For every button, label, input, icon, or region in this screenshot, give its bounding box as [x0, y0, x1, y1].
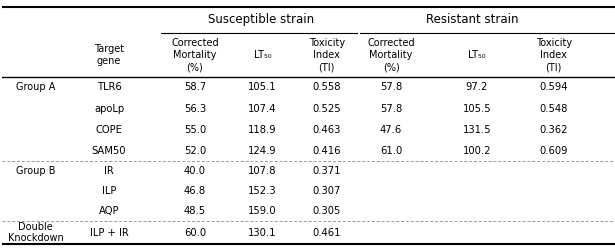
Text: COPE: COPE [95, 124, 122, 135]
Text: LT₅₀: LT₅₀ [253, 50, 271, 60]
Text: AQP: AQP [99, 206, 119, 216]
Text: 47.6: 47.6 [380, 124, 402, 135]
Text: 48.5: 48.5 [184, 206, 206, 216]
Text: 57.8: 57.8 [380, 82, 402, 93]
Text: 55.0: 55.0 [184, 124, 206, 135]
Text: 124.9: 124.9 [248, 146, 277, 156]
Text: Target
gene: Target gene [94, 44, 124, 66]
Text: Corrected
Mortality
(%): Corrected Mortality (%) [367, 38, 415, 73]
Text: 0.416: 0.416 [312, 146, 341, 156]
Text: 56.3: 56.3 [184, 103, 206, 114]
Text: ILP: ILP [102, 186, 116, 196]
Text: 131.5: 131.5 [462, 124, 491, 135]
Text: 0.548: 0.548 [539, 103, 568, 114]
Text: 52.0: 52.0 [184, 146, 206, 156]
Text: 61.0: 61.0 [380, 146, 402, 156]
Text: 105.5: 105.5 [462, 103, 491, 114]
Text: 40.0: 40.0 [184, 166, 206, 176]
Text: 0.463: 0.463 [312, 124, 341, 135]
Text: 107.4: 107.4 [248, 103, 277, 114]
Text: 58.7: 58.7 [184, 82, 206, 93]
Text: IR: IR [104, 166, 114, 176]
Text: 0.305: 0.305 [312, 206, 341, 216]
Text: 0.371: 0.371 [312, 166, 341, 176]
Text: Corrected
Mortality
(%): Corrected Mortality (%) [171, 38, 219, 73]
Text: 118.9: 118.9 [248, 124, 277, 135]
Text: ILP + IR: ILP + IR [90, 227, 129, 238]
Text: SAM50: SAM50 [92, 146, 126, 156]
Text: LT₅₀: LT₅₀ [468, 50, 486, 60]
Text: 130.1: 130.1 [248, 227, 277, 238]
Text: Susceptible strain: Susceptible strain [208, 13, 314, 26]
Text: 152.3: 152.3 [248, 186, 277, 196]
Text: 0.307: 0.307 [312, 186, 341, 196]
Text: 100.2: 100.2 [462, 146, 491, 156]
Text: Resistant strain: Resistant strain [426, 13, 518, 26]
Text: Group A: Group A [16, 82, 55, 93]
Text: 0.525: 0.525 [312, 103, 341, 114]
Text: 159.0: 159.0 [248, 206, 277, 216]
Text: 0.461: 0.461 [312, 227, 341, 238]
Text: Group B: Group B [15, 166, 55, 176]
Text: Double
Knockdown: Double Knockdown [7, 222, 63, 243]
Text: 0.558: 0.558 [312, 82, 341, 93]
Text: apoLp: apoLp [94, 103, 124, 114]
Text: 105.1: 105.1 [248, 82, 277, 93]
Text: Toxicity
Index
(TI): Toxicity Index (TI) [536, 38, 572, 73]
Text: Toxicity
Index
(TI): Toxicity Index (TI) [309, 38, 345, 73]
Text: 0.594: 0.594 [539, 82, 568, 93]
Text: 46.8: 46.8 [184, 186, 206, 196]
Text: 0.609: 0.609 [539, 146, 568, 156]
Text: 97.2: 97.2 [466, 82, 488, 93]
Text: 107.8: 107.8 [248, 166, 277, 176]
Text: TLR6: TLR6 [97, 82, 121, 93]
Text: 57.8: 57.8 [380, 103, 402, 114]
Text: 0.362: 0.362 [539, 124, 568, 135]
Text: 60.0: 60.0 [184, 227, 206, 238]
